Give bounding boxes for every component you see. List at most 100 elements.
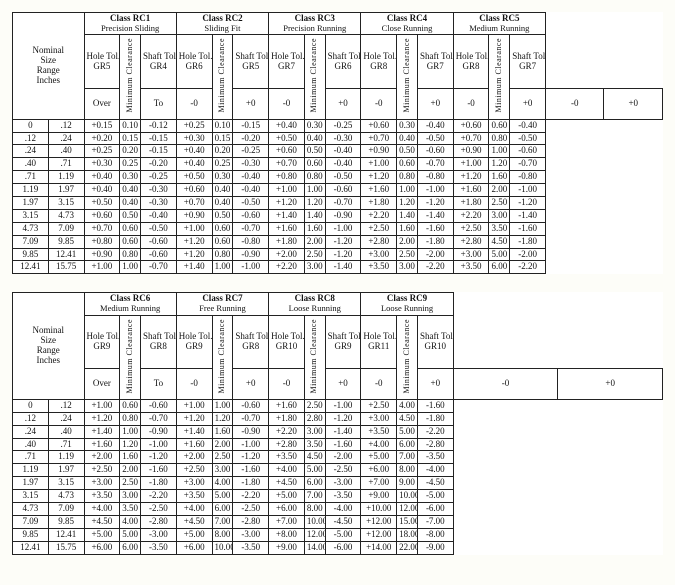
value-cell: +1.60 [176, 438, 212, 451]
shaft-sign: +0 [233, 369, 269, 400]
value-cell: -0.30 [233, 158, 269, 171]
value-cell: +0.80 [269, 171, 305, 184]
value-cell: +6.00 [176, 541, 212, 554]
over-cell: 7.09 [13, 515, 49, 528]
value-cell: +2.80 [269, 438, 305, 451]
value-cell: +4.00 [361, 438, 397, 451]
hole-sign: -0 [545, 89, 604, 120]
hole-sign: -0 [269, 369, 305, 400]
value-cell: -0.70 [233, 412, 269, 425]
table-row: 9.8512.41+0.900.80-0.60+1.200.80-0.90+2.… [13, 248, 663, 261]
nominal-size-range-header: NominalSizeRangeInches [13, 13, 85, 120]
value-cell: -0.60 [233, 399, 269, 412]
value-cell: 0.20 [212, 145, 233, 158]
table-row: .12.24+1.200.80-0.70+1.201.20-0.70+1.802… [13, 412, 663, 425]
value-cell: +3.00 [453, 248, 489, 261]
hole-tol-header: Hole Tol.GR5 [84, 35, 120, 89]
value-cell: 3.50 [304, 438, 325, 451]
value-cell: -0.12 [141, 119, 177, 132]
shaft-tol-header: Shaft Tol.GR8 [233, 315, 269, 369]
value-cell: +1.40 [269, 209, 305, 222]
value-cell: -2.20 [510, 261, 546, 274]
value-cell: -1.60 [233, 464, 269, 477]
value-cell: +9.00 [269, 541, 305, 554]
table-row: 1.973.15+3.002.50-1.80+3.004.00-1.80+4.5… [13, 477, 663, 490]
over-cell: 12.41 [13, 261, 49, 274]
value-cell: 2.00 [489, 184, 510, 197]
value-cell: -0.60 [233, 209, 269, 222]
value-cell: 1.60 [120, 451, 141, 464]
value-cell: -0.30 [141, 184, 177, 197]
min-clearance-header: Minimum Clearance [212, 315, 233, 399]
value-cell: -0.25 [233, 145, 269, 158]
value-cell: +1.40 [84, 425, 120, 438]
value-cell: -0.70 [325, 196, 361, 209]
hole-tol-header: Hole Tol.GR11 [361, 315, 397, 369]
value-cell: 0.60 [304, 158, 325, 171]
value-cell: 5.00 [489, 248, 510, 261]
value-cell: -1.00 [141, 438, 177, 451]
value-cell: -1.00 [510, 184, 546, 197]
value-cell: 1.40 [304, 209, 325, 222]
value-cell: -2.50 [233, 503, 269, 516]
value-cell: +1.80 [269, 412, 305, 425]
value-cell: +1.00 [453, 158, 489, 171]
value-cell: -1.00 [233, 438, 269, 451]
shaft-sign: +0 [417, 89, 453, 120]
class-header: Class RC2Sliding Fit [176, 13, 268, 35]
value-cell: +1.60 [453, 184, 489, 197]
value-cell: 2.50 [120, 477, 141, 490]
class-header: Class RC7Free Running [176, 293, 268, 315]
value-cell: 5.00 [120, 528, 141, 541]
value-cell: +3.00 [361, 412, 397, 425]
value-cell: -1.20 [325, 412, 361, 425]
to-cell: 4.73 [48, 490, 84, 503]
value-cell: 10.00 [212, 541, 233, 554]
value-cell: 6.00 [397, 438, 418, 451]
over-cell: 12.41 [13, 541, 49, 554]
value-cell: +6.00 [361, 464, 397, 477]
value-cell: -5.00 [417, 490, 453, 503]
value-cell: 1.20 [304, 196, 325, 209]
hole-sign: -0 [453, 89, 489, 120]
value-cell: -2.80 [233, 515, 269, 528]
to-cell: .12 [48, 119, 84, 132]
value-cell: +0.90 [176, 209, 212, 222]
min-clearance-header: Minimum Clearance [489, 35, 510, 119]
value-cell: +4.00 [269, 464, 305, 477]
value-cell: -1.20 [325, 248, 361, 261]
value-cell: 0.30 [397, 119, 418, 132]
value-cell: 0.50 [304, 145, 325, 158]
over-cell: 7.09 [13, 235, 49, 248]
value-cell: +1.20 [176, 248, 212, 261]
value-cell: 2.00 [212, 438, 233, 451]
value-cell: +0.70 [84, 222, 120, 235]
value-cell: +1.60 [269, 222, 305, 235]
table-row: .12.24+0.200.15-0.15+0.300.15-0.20+0.500… [13, 132, 663, 145]
value-cell: -0.90 [233, 425, 269, 438]
value-cell: -3.00 [141, 528, 177, 541]
min-clearance-header: Minimum Clearance [304, 35, 325, 119]
value-cell: -3.50 [417, 451, 453, 464]
value-cell: +1.80 [269, 235, 305, 248]
to-cell: 12.41 [48, 528, 84, 541]
table-row: .711.19+2.001.60-1.20+2.002.50-1.20+3.50… [13, 451, 663, 464]
value-cell: 4.50 [489, 235, 510, 248]
value-cell: 3.00 [304, 425, 325, 438]
value-cell: -0.50 [141, 222, 177, 235]
value-cell: 0.10 [120, 119, 141, 132]
value-cell: +3.00 [84, 477, 120, 490]
value-cell: +0.60 [84, 209, 120, 222]
hole-sign: -0 [176, 89, 212, 120]
value-cell: +3.00 [361, 248, 397, 261]
to-cell: 9.85 [48, 235, 84, 248]
value-cell: +0.60 [176, 184, 212, 197]
value-cell: -1.60 [141, 464, 177, 477]
value-cell: -1.40 [417, 209, 453, 222]
value-cell: 12.00 [397, 503, 418, 516]
value-cell: +3.00 [176, 477, 212, 490]
value-cell: -0.70 [417, 158, 453, 171]
value-cell: 0.40 [304, 132, 325, 145]
value-cell: -1.60 [325, 438, 361, 451]
value-cell: -4.00 [417, 464, 453, 477]
